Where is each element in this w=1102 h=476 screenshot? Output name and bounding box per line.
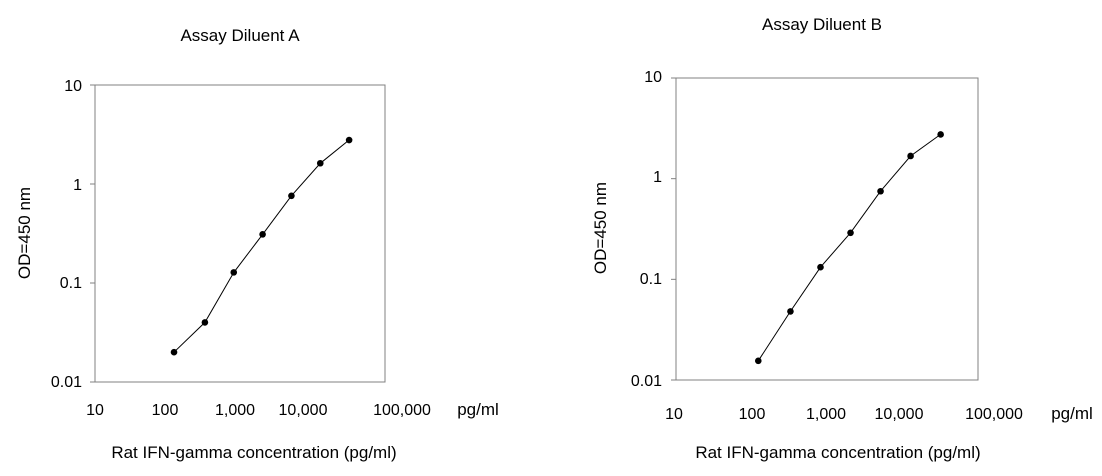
- chart-a: Assay Diluent A OD=450 nm Rat IFN-gamma …: [15, 26, 499, 462]
- chart-a-plot-frame: [94, 84, 386, 383]
- chart-b-x-tick-label: 10: [665, 406, 683, 423]
- chart-b-y-tick-label: 0.1: [640, 271, 662, 288]
- chart-a-y-ticks: [90, 84, 95, 383]
- chart-a-title: Assay Diluent A: [180, 26, 300, 45]
- chart-b-x-tick-label: 10,000: [875, 406, 924, 423]
- chart-b-y-tick-label: 1: [653, 169, 662, 186]
- chart-a-x-tick-label: 10: [86, 402, 104, 419]
- chart-a-x-tick-label: 1,000: [215, 402, 255, 419]
- chart-b-x-unit: pg/ml: [1051, 404, 1093, 423]
- chart-a-x-tick-label: 100: [152, 402, 179, 419]
- chart-a-x-unit: pg/ml: [457, 400, 499, 419]
- chart-a-y-tick-label: 1: [73, 177, 82, 194]
- chart-b-series: [754, 131, 944, 365]
- chart-b-x-tick-label: 100: [739, 406, 766, 423]
- chart-b-y-axis-label: OD=450 nm: [591, 182, 610, 274]
- chart-a-data-point: [345, 136, 353, 144]
- chart-b-x-axis-label: Rat IFN-gamma concentration (pg/ml): [695, 443, 980, 462]
- chart-a-y-axis-label: OD=450 nm: [15, 187, 34, 279]
- chart-b: Assay Diluent B OD=450 nm Rat IFN-gamma …: [591, 15, 1093, 462]
- chart-a-data-point: [170, 348, 178, 356]
- chart-a-data-point: [259, 231, 266, 238]
- chart-b-series-line: [757, 133, 941, 362]
- chart-a-data-point: [230, 269, 238, 276]
- chart-a-series-line: [173, 139, 350, 353]
- chart-a-x-axis-label: Rat IFN-gamma concentration (pg/ml): [111, 443, 396, 462]
- chart-b-y-tick-label: 10: [644, 69, 662, 86]
- chart-b-plot-frame: [675, 77, 979, 381]
- chart-a-y-tick-label: 0.01: [51, 374, 82, 391]
- chart-b-data-point: [787, 308, 794, 315]
- chart-a-data-point: [288, 192, 295, 200]
- chart-b-title: Assay Diluent B: [762, 15, 882, 34]
- chart-a-series: [170, 136, 353, 356]
- chart-a-x-tick-label: 10,000: [279, 402, 328, 419]
- chart-a-y-tick-label: 0.1: [60, 275, 82, 292]
- chart-b-data-point: [937, 131, 944, 138]
- chart-a-data-point: [316, 159, 324, 167]
- chart-b-y-ticks: [671, 77, 676, 381]
- chart-b-x-tick-label: 1,000: [806, 406, 846, 423]
- chart-a-y-tick-label: 10: [64, 78, 82, 95]
- chart-b-data-point: [817, 263, 824, 271]
- chart-b-data-point: [754, 357, 762, 365]
- chart-b-x-tick-label: 100,000: [965, 406, 1023, 423]
- chart-a-data-point: [201, 319, 209, 326]
- chart-b-data-point: [877, 187, 884, 195]
- chart-a-x-tick-label: 100,000: [373, 402, 431, 419]
- chart-b-y-tick-label: 0.01: [631, 373, 662, 390]
- chart-b-data-point: [847, 229, 854, 237]
- chart-b-data-point: [907, 152, 914, 160]
